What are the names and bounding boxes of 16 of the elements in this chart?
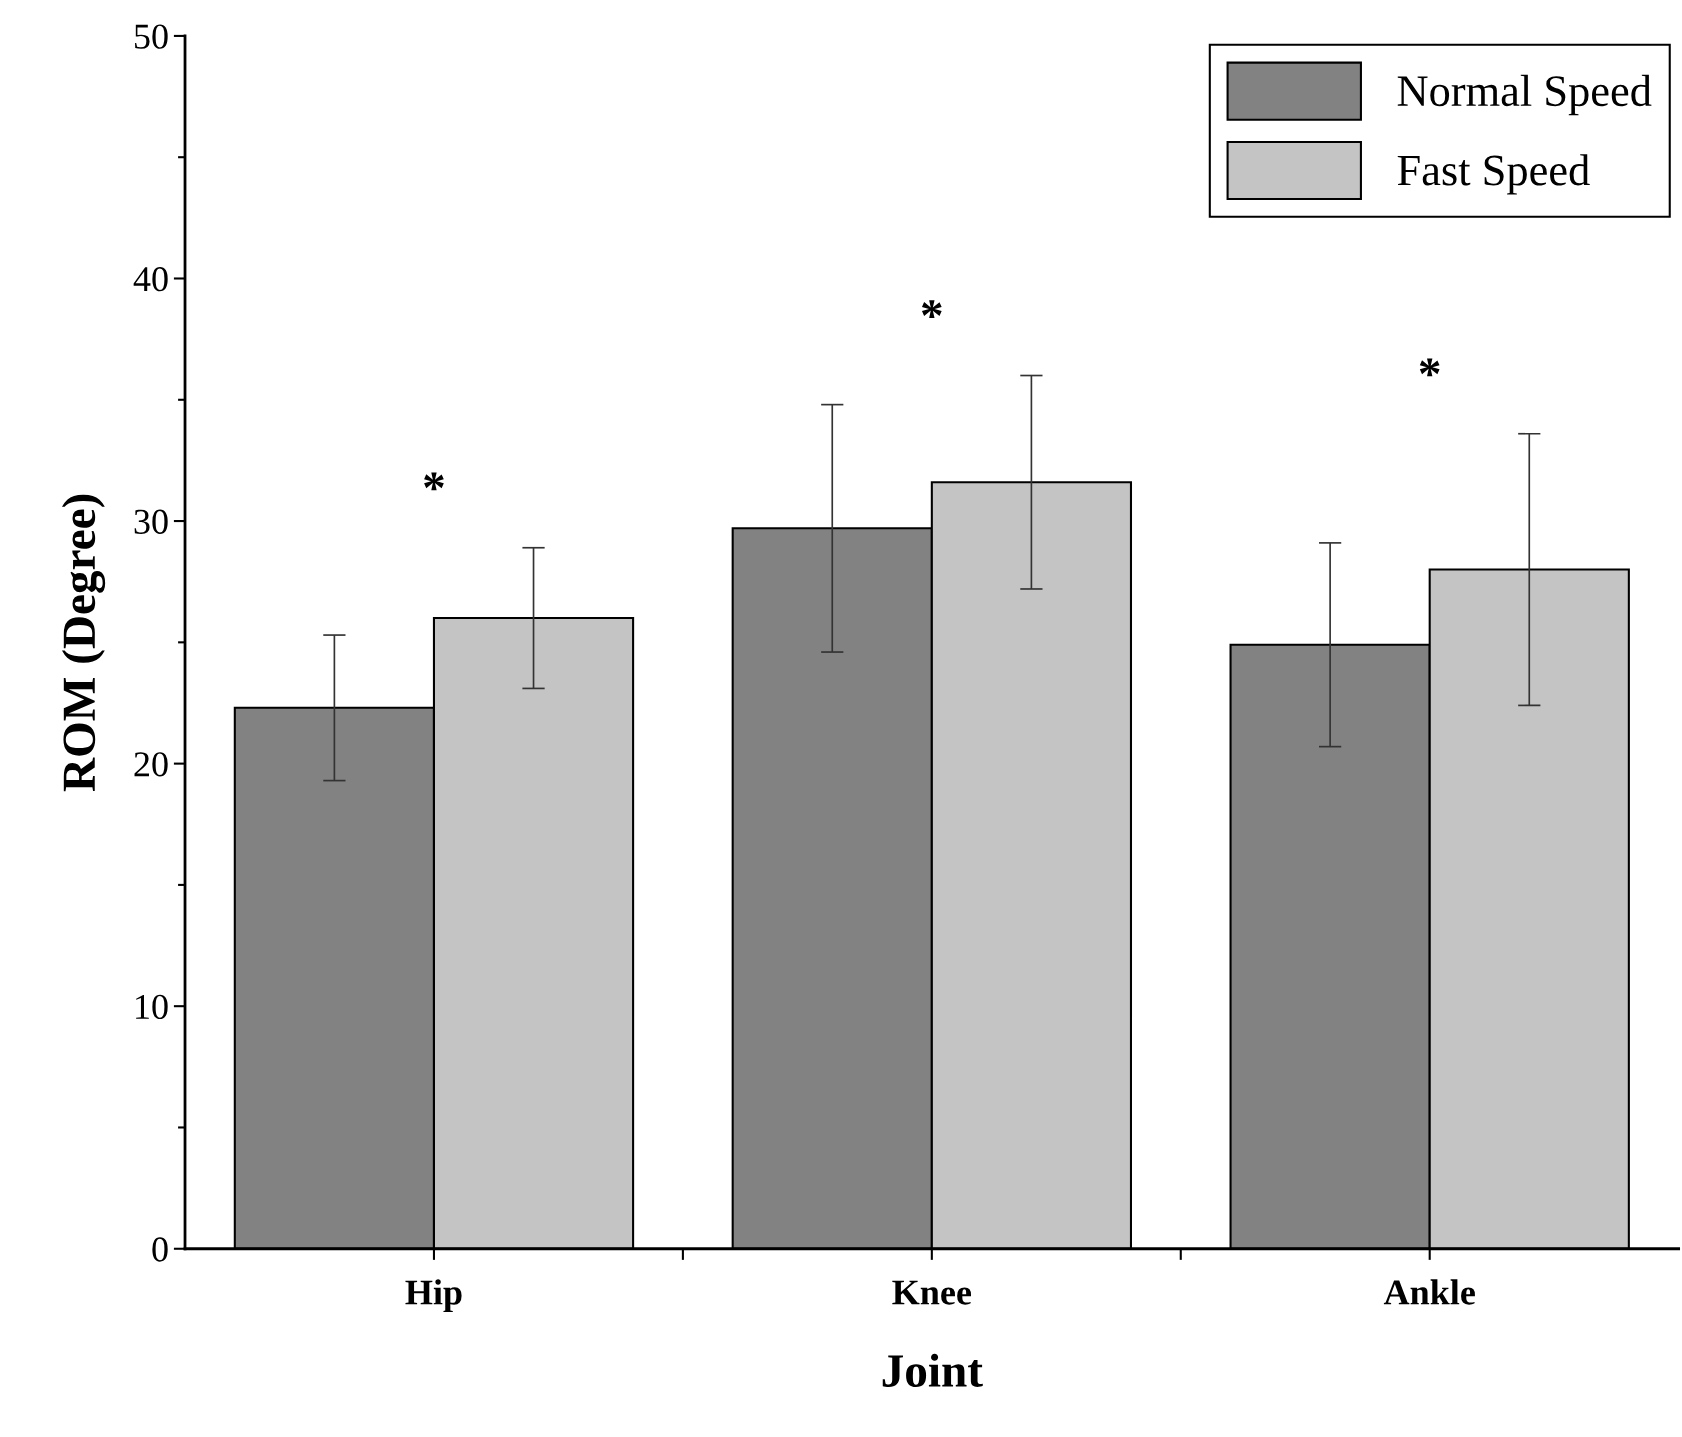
x-tick-label: Knee <box>892 1280 972 1305</box>
legend-label: Fast Speed <box>1397 154 1590 195</box>
y-tick-label: 20 <box>134 752 168 777</box>
y-tick-label: 10 <box>136 994 168 1020</box>
annotation: * <box>921 300 942 318</box>
annotation: * <box>424 472 444 491</box>
y-axis-title: ROM (Degree) <box>61 494 106 792</box>
annotation: * <box>1419 358 1440 377</box>
y-tick-label: 0 <box>152 1237 168 1262</box>
y-tick-label: 40 <box>133 267 168 292</box>
x-tick-label: Ankle <box>1383 1279 1475 1305</box>
y-tick-label: 30 <box>134 509 168 534</box>
y-tick-label: 50 <box>135 24 168 49</box>
x-tick-label: Hip <box>405 1279 462 1313</box>
x-axis-title: Joint <box>882 1353 983 1387</box>
legend-label: Normal Speed <box>1397 74 1652 116</box>
